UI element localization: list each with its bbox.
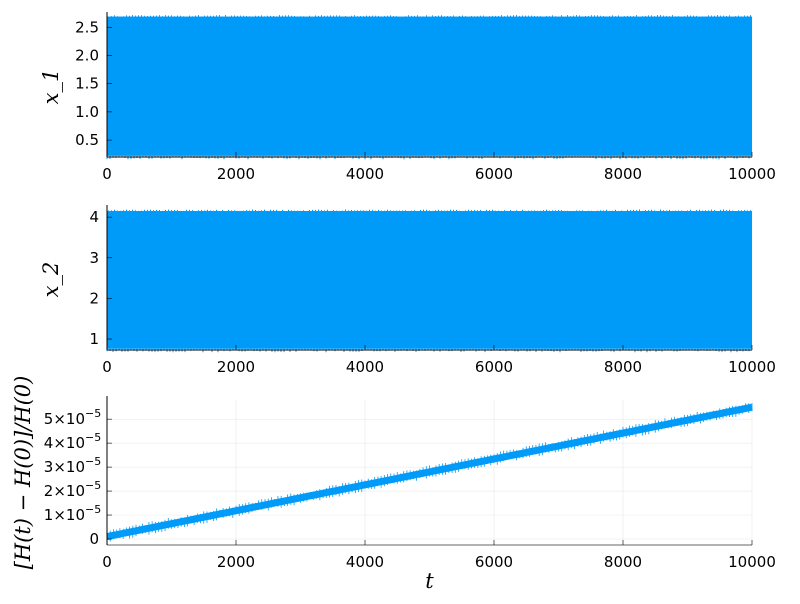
x-tick-label: 0 (102, 165, 112, 183)
y-axis-label: x_1 (39, 69, 63, 105)
x-tick-label: 10000 (728, 553, 776, 571)
y-tick-label: 2.5 (75, 18, 99, 36)
subplot-3: 0 2000 4000 6000 8000 1000001×10 −52×10 −53×10−… (11, 376, 776, 593)
x-tick-label: 8000 (604, 165, 642, 183)
y-tick-label: 4 (89, 208, 99, 226)
subplot-1: 0 2000 4000 6000 8000 10000 0.5 1.0 1.5 2.0 2.5 x_1 (39, 12, 776, 183)
x-tick-label: 0 (102, 358, 112, 376)
y-tick-label: 1.0 (75, 103, 99, 121)
y-tick-exponent: −5 (85, 431, 101, 444)
y-tick-label: 1×10 (44, 506, 85, 524)
y-axis-label: [H(t) − H(0)]/H(0) (11, 376, 35, 570)
y-tick-label: 0 (89, 530, 99, 548)
subplot-2: 0 2000 4000 6000 8000 10000 1 2 3 4 x_2 (39, 205, 776, 376)
x-tick-label: 4000 (346, 165, 384, 183)
x-tick-label: 10000 (728, 165, 776, 183)
series-band (107, 17, 752, 156)
x-tick-label: 2000 (217, 553, 255, 571)
y-tick-label: 2.0 (75, 46, 99, 64)
y-tick-label: 3×10 (44, 458, 85, 476)
x-tick-label: 6000 (475, 358, 513, 376)
y-tick-label: 5×10 (44, 410, 85, 428)
y-tick-exponent: −5 (85, 407, 101, 420)
x-tick-label: 6000 (475, 165, 513, 183)
x-tick-label: 2000 (217, 358, 255, 376)
y-tick-label: 3 (89, 249, 99, 267)
y-tick-exponent: −5 (85, 503, 101, 516)
x-tick-label: 4000 (346, 358, 384, 376)
y-tick-exponent: −5 (85, 455, 101, 468)
y-axis-label: x_2 (39, 262, 63, 298)
y-tick-label: 1 (89, 330, 99, 348)
y-tick-label: 2×10 (44, 482, 85, 500)
x-tick-label: 6000 (475, 553, 513, 571)
x-tick-label: 8000 (604, 358, 642, 376)
y-tick-label: 1.5 (75, 75, 99, 93)
x-tick-label: 2000 (217, 165, 255, 183)
x-tick-label: 10000 (728, 358, 776, 376)
series-jitter (107, 403, 752, 541)
x-tick-label: 4000 (346, 553, 384, 571)
x-axis-label: t (425, 569, 434, 593)
series-band (107, 211, 752, 349)
y-tick-exponent: −5 (85, 479, 101, 492)
y-tick-label: 0.5 (75, 131, 99, 149)
x-tick-label: 8000 (604, 553, 642, 571)
y-tick-label: 2 (89, 289, 99, 307)
x-tick-label: 0 (102, 553, 112, 571)
y-tick-label: 4×10 (44, 434, 85, 452)
